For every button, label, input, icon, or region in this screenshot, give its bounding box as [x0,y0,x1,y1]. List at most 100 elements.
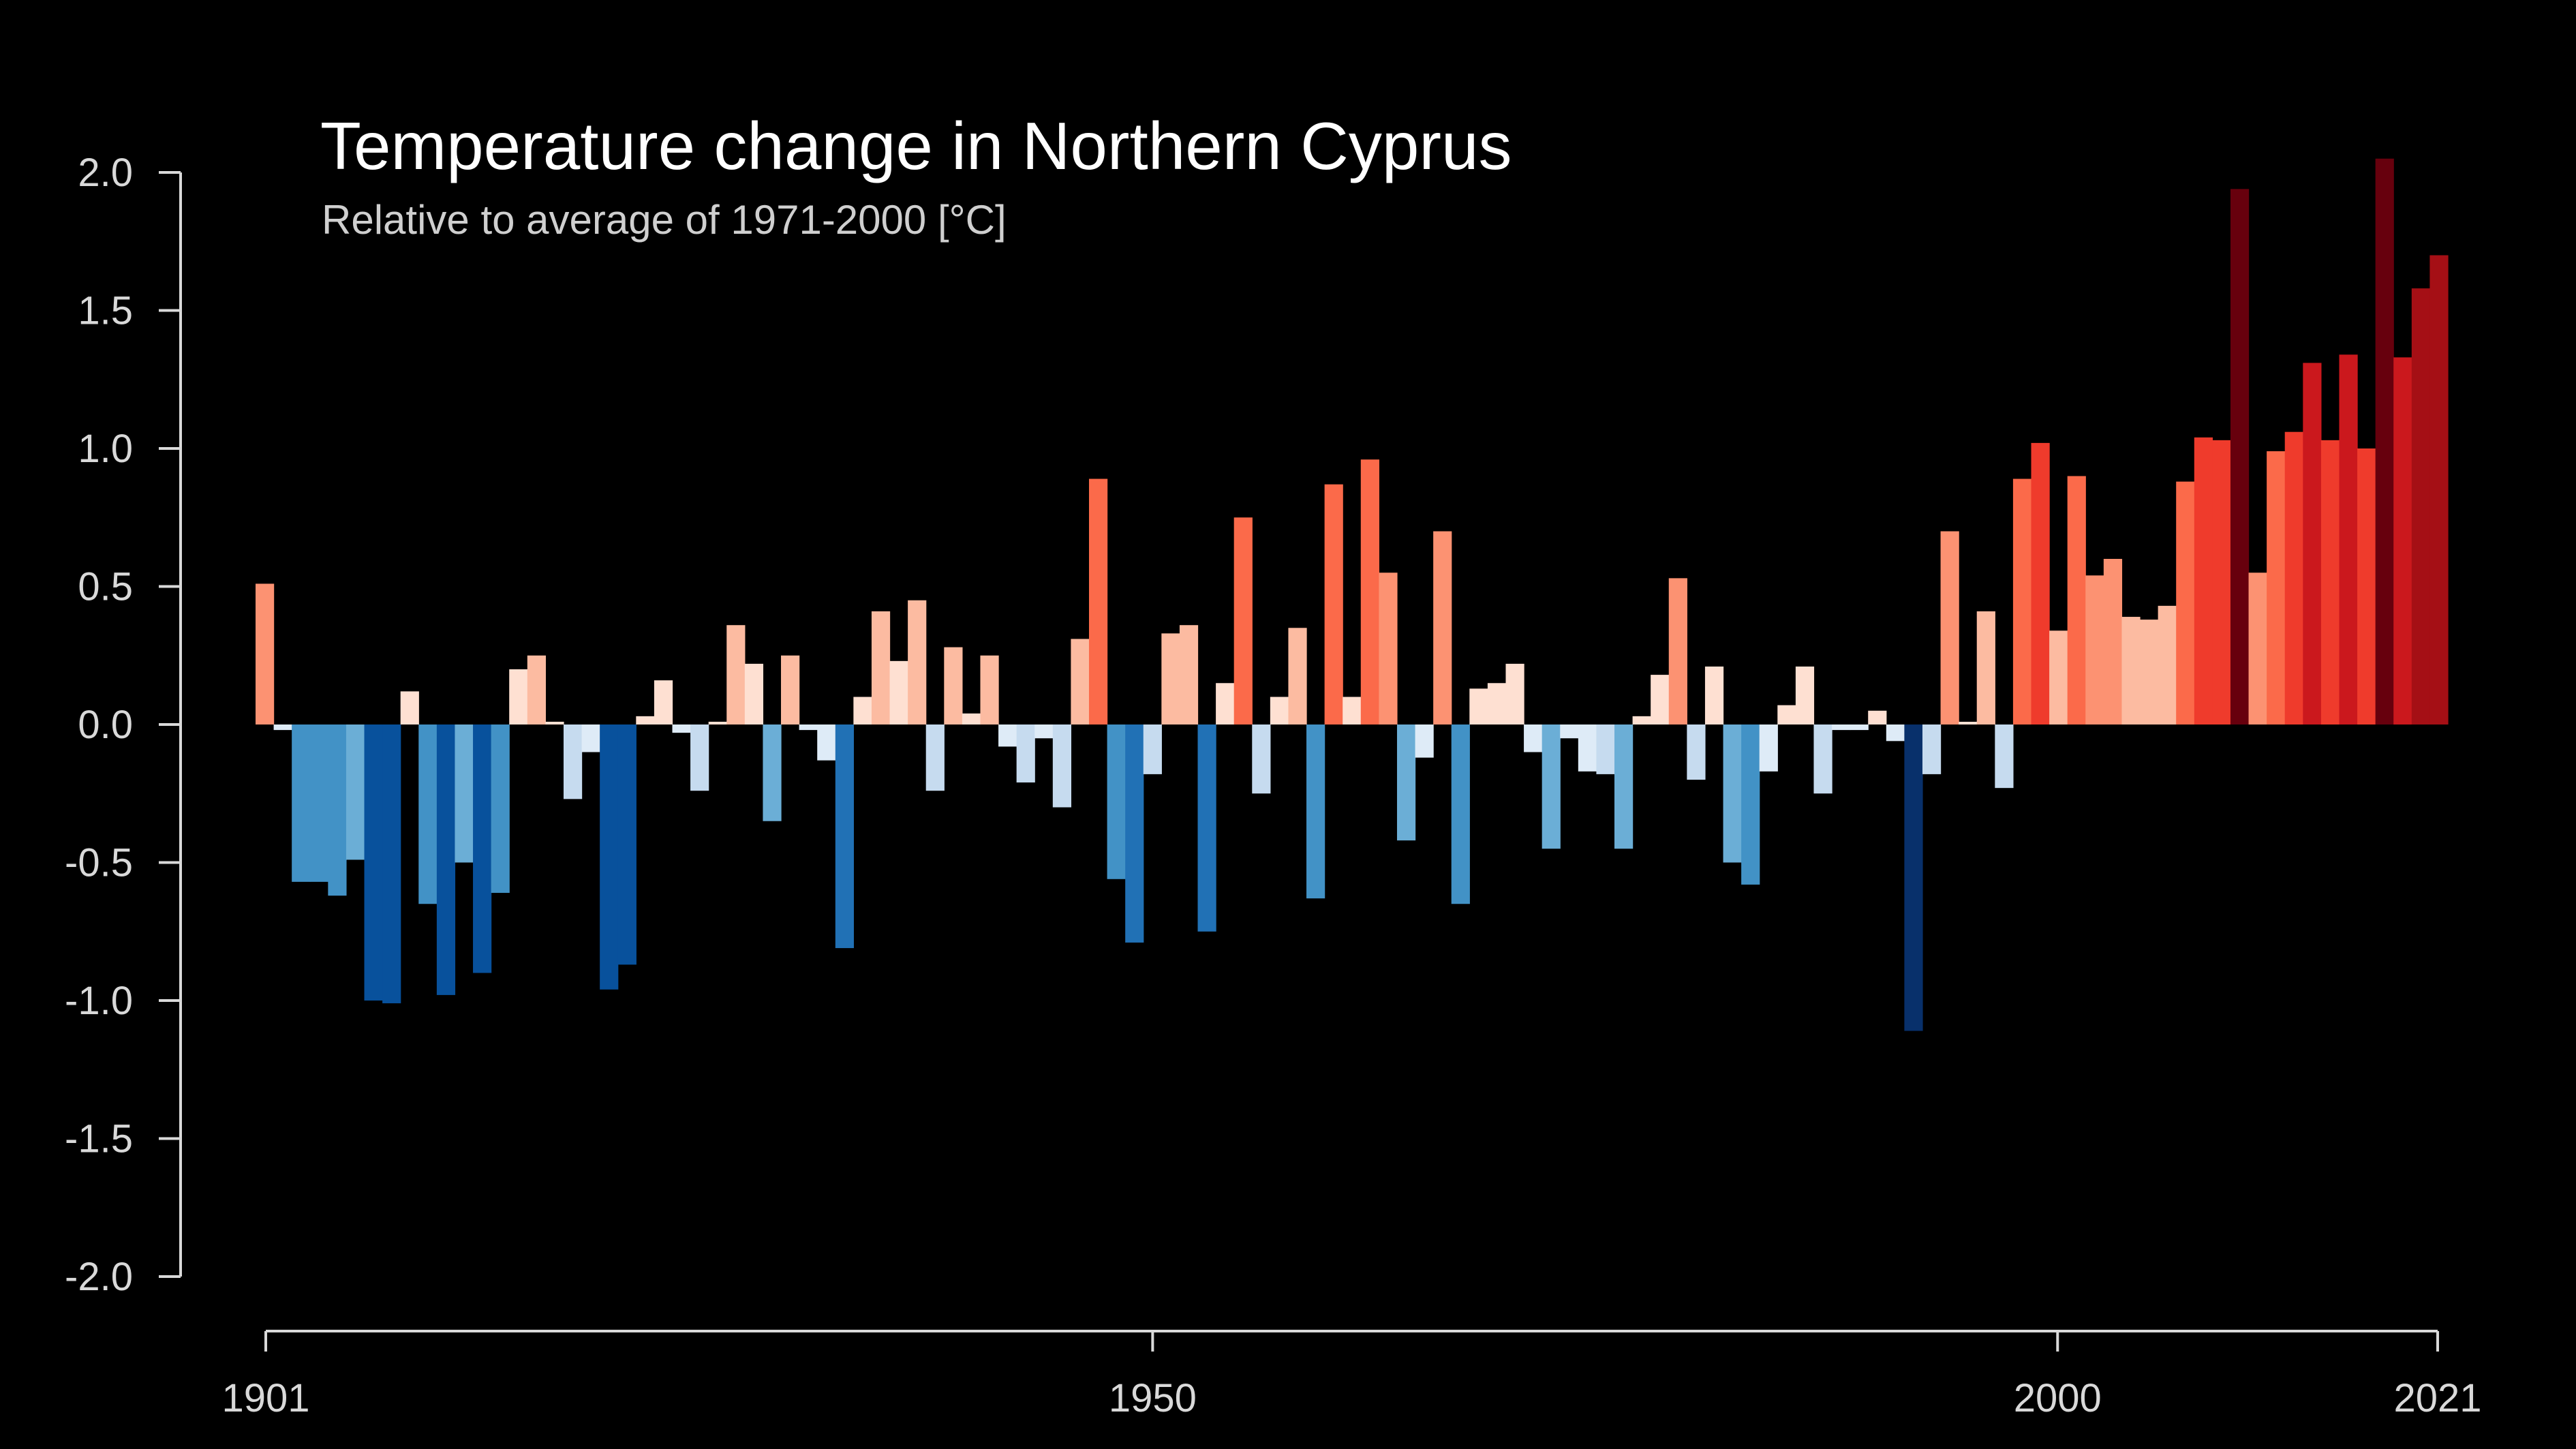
bar-1990 [1868,710,1887,724]
bar-1964 [1396,724,1416,841]
bar-1917 [545,721,564,724]
bar-1933 [835,724,854,949]
bar-1913 [473,724,492,973]
bar-1999 [2031,442,2050,724]
bar-1908 [382,724,401,1004]
bar-1928 [744,663,764,724]
bar-2002 [2085,575,2104,724]
bar-1939 [944,647,963,724]
bar-2000 [2049,630,2068,724]
bar-1910 [418,724,438,904]
bar-1937 [908,600,927,724]
y-tick-label: -2.0 [65,1255,133,1299]
bar-1902 [273,724,292,731]
bar-1930 [781,655,800,724]
y-tick-label: 1.5 [78,289,133,333]
bar-1938 [925,724,945,791]
bar-1945 [1052,724,1072,808]
bar-2003 [2103,559,2123,724]
bar-1977 [1632,716,1651,724]
bar-1980 [1687,724,1706,780]
y-tick-label: -1.0 [65,979,133,1023]
bar-2018 [2375,158,2394,724]
bar-1976 [1614,724,1634,849]
bar-2001 [2067,476,2086,724]
bar-1926 [708,721,727,724]
bar-1921 [617,724,637,965]
bar-1923 [654,680,673,724]
bar-1996 [1976,611,1995,724]
bar-1925 [690,724,709,791]
bar-2013 [2284,431,2303,724]
x-tick-label: 1950 [1109,1376,1197,1420]
bar-1984 [1759,724,1778,772]
bar-1951 [1161,633,1180,724]
bar-1947 [1088,478,1108,724]
bar-1931 [799,724,818,731]
bar-1935 [871,611,891,724]
y-tick-label: -0.5 [65,841,133,885]
bar-1905 [328,724,347,896]
x-tick-label: 2021 [2393,1376,2481,1420]
bar-2016 [2339,354,2358,724]
bar-2019 [2393,357,2412,724]
bar-2008 [2194,437,2213,724]
bar-1987 [1813,724,1833,794]
bar-2005 [2140,620,2159,724]
bar-1919 [581,724,600,752]
bar-1982 [1723,724,1742,863]
bar-1991 [1886,724,1905,742]
x-tick-label: 1901 [221,1376,309,1420]
y-tick-label: 2.0 [78,151,133,195]
bar-1972 [1542,724,1561,849]
bar-1994 [1940,531,1959,724]
x-tick-label: 2000 [2014,1376,2102,1420]
chart-title: Temperature change in Northern Cyprus [320,108,1512,183]
bar-1985 [1777,705,1796,724]
bar-1927 [726,625,746,724]
bar-1993 [1922,724,1942,774]
bar-1916 [527,655,546,724]
bar-1936 [889,660,908,724]
bar-1915 [509,669,528,724]
bar-1960 [1324,484,1343,724]
bar-1956 [1252,724,1271,794]
bar-1998 [2012,478,2032,724]
bar-1955 [1233,517,1253,724]
bar-1979 [1668,578,1687,724]
y-tick-label: 1.0 [78,427,133,471]
bar-1986 [1795,666,1815,724]
bar-2017 [2357,448,2376,724]
bar-1968 [1469,688,1488,724]
bar-2006 [2158,605,2177,724]
bar-1918 [563,724,583,799]
bar-1978 [1651,675,1670,724]
bar-1932 [817,724,836,761]
bar-1948 [1107,724,1126,879]
bar-1992 [1904,724,1923,1031]
bar-1942 [998,724,1017,747]
bar-1903 [292,724,311,882]
chart-subtitle: Relative to average of 1971-2000 [°C] [322,197,1007,243]
bar-1969 [1487,683,1507,724]
bar-1970 [1505,663,1524,724]
bar-1911 [436,724,456,995]
bar-1909 [400,691,419,724]
bar-1988 [1832,724,1851,731]
bar-1940 [962,713,981,724]
bar-2007 [2176,481,2195,724]
bar-1920 [600,724,619,990]
bar-1962 [1360,459,1379,724]
bar-2010 [2230,189,2250,724]
bar-1904 [309,724,328,882]
bar-1954 [1216,683,1235,724]
y-tick-label: 0.0 [78,703,133,747]
bar-1906 [346,724,365,860]
bar-1934 [853,697,872,724]
bar-1953 [1197,724,1216,932]
bar-1974 [1578,724,1597,772]
bar-1907 [364,724,383,1001]
bar-1912 [455,724,474,863]
bar-1983 [1741,724,1760,885]
